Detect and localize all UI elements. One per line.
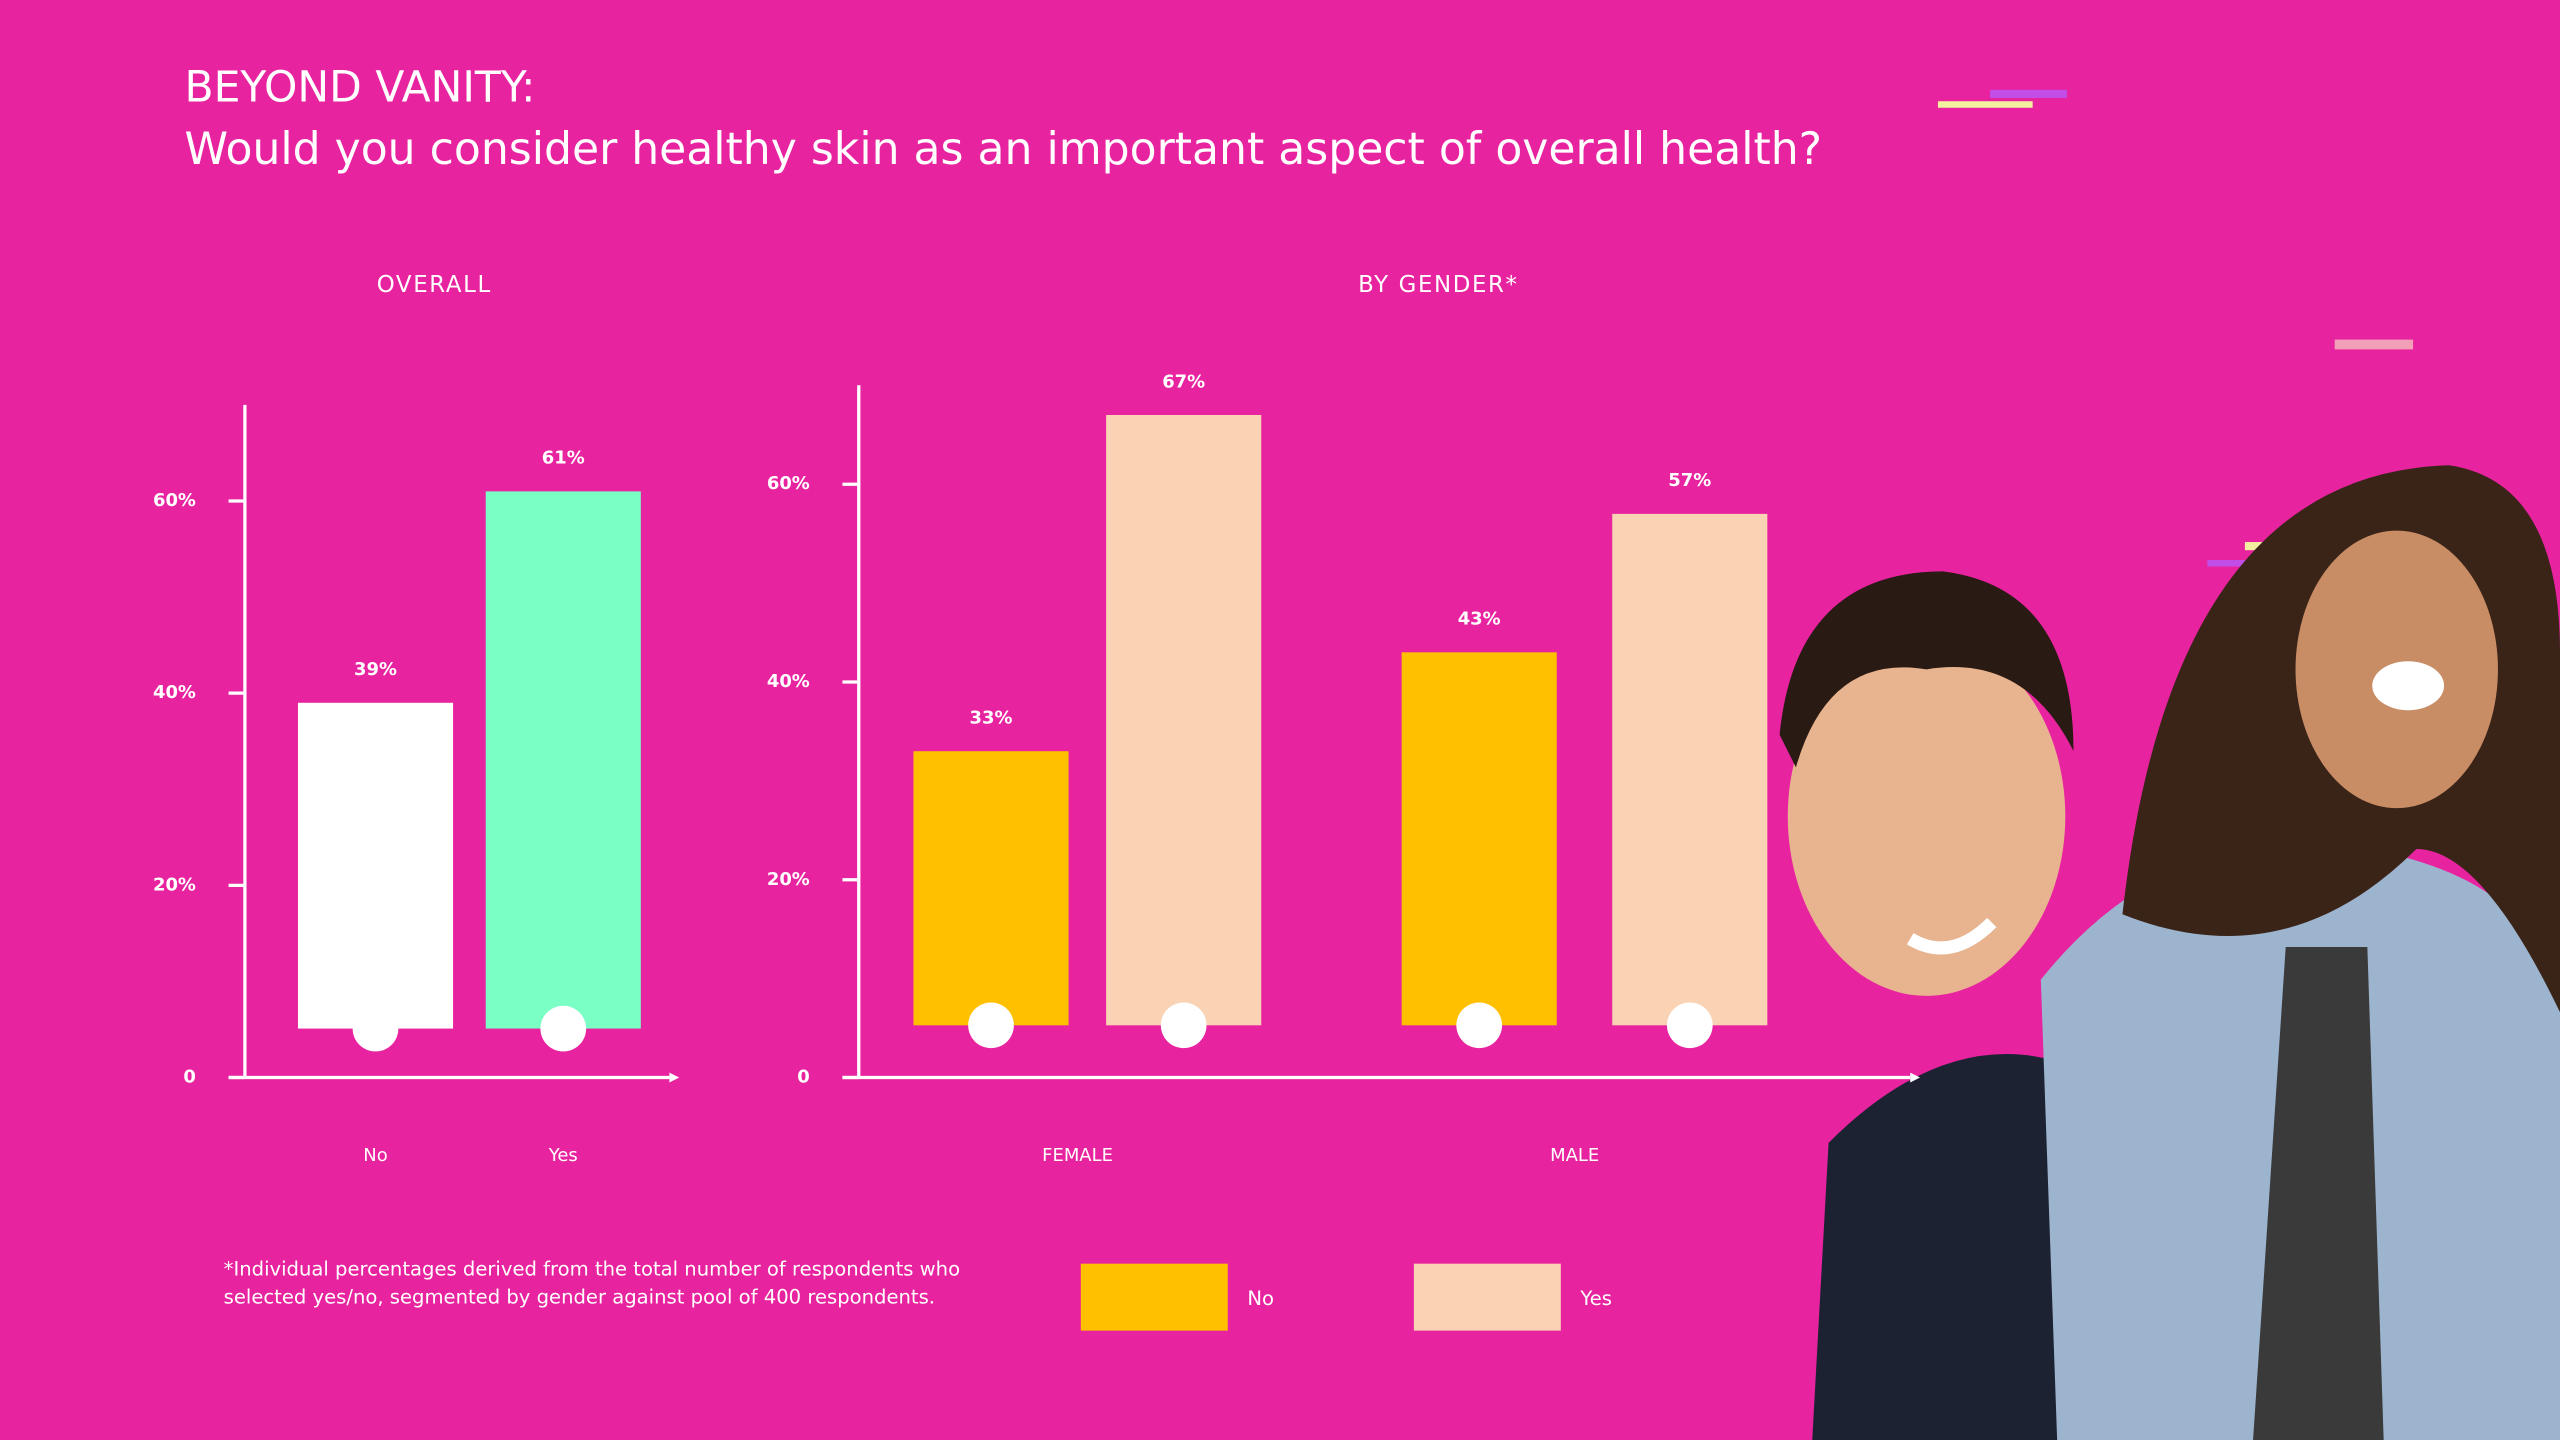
value-label: 33%	[970, 708, 1013, 729]
legend-swatch	[1080, 1263, 1228, 1331]
y-tick-label: 0	[183, 1067, 195, 1088]
value-label: 39%	[354, 659, 397, 680]
bar	[1401, 652, 1557, 1026]
axis-arrow	[669, 1072, 680, 1083]
y-tick-label: 40%	[767, 671, 810, 692]
axis-arrow	[1910, 1072, 1920, 1083]
x-tick-label: No	[363, 1145, 387, 1166]
chart-title: OVERALL	[377, 272, 492, 298]
bar	[1106, 414, 1262, 1026]
y-tick-label: 40%	[153, 682, 196, 703]
value-label: 43%	[1458, 609, 1501, 630]
photo	[1779, 465, 2560, 1440]
decor	[1937, 101, 2033, 108]
subtitle: Would you consider healthy skin as an im…	[184, 124, 1822, 175]
decor	[2207, 560, 2262, 567]
bar	[1612, 513, 1768, 1026]
value-label: 61%	[542, 448, 585, 469]
decor	[2334, 339, 2414, 350]
bar	[485, 491, 641, 1029]
x-tick-label: FEMALE	[1042, 1145, 1113, 1166]
x-tick-label: MALE	[1550, 1145, 1599, 1166]
axis-dot	[1456, 1002, 1503, 1049]
legend-swatch	[1413, 1263, 1561, 1331]
bar	[297, 702, 454, 1029]
bar	[913, 751, 1069, 1026]
chart-title: BY GENDER*	[1358, 272, 1519, 298]
footnote: selected yes/no, segmented by gender aga…	[224, 1285, 935, 1308]
value-label: 57%	[1668, 470, 1711, 491]
axis-dot	[1160, 1002, 1207, 1049]
y-tick-label: 60%	[767, 473, 810, 494]
legend-label: Yes	[1579, 1287, 1612, 1310]
legend-label: No	[1247, 1287, 1274, 1310]
y-tick-label: 20%	[153, 874, 196, 895]
axis-dot	[540, 1005, 587, 1052]
y-tick-label: 20%	[767, 869, 810, 890]
title: BEYOND VANITY:	[184, 63, 535, 112]
y-tick-label: 60%	[153, 490, 196, 511]
value-label: 67%	[1162, 371, 1205, 392]
footnote: *Individual percentages derived from the…	[224, 1258, 960, 1281]
axis-dot	[1666, 1002, 1713, 1049]
axis-dot	[968, 1002, 1014, 1049]
decor	[1990, 89, 2067, 98]
x-tick-label: Yes	[548, 1145, 578, 1166]
axis-dot	[352, 1005, 399, 1052]
y-tick-label: 0	[797, 1067, 809, 1088]
